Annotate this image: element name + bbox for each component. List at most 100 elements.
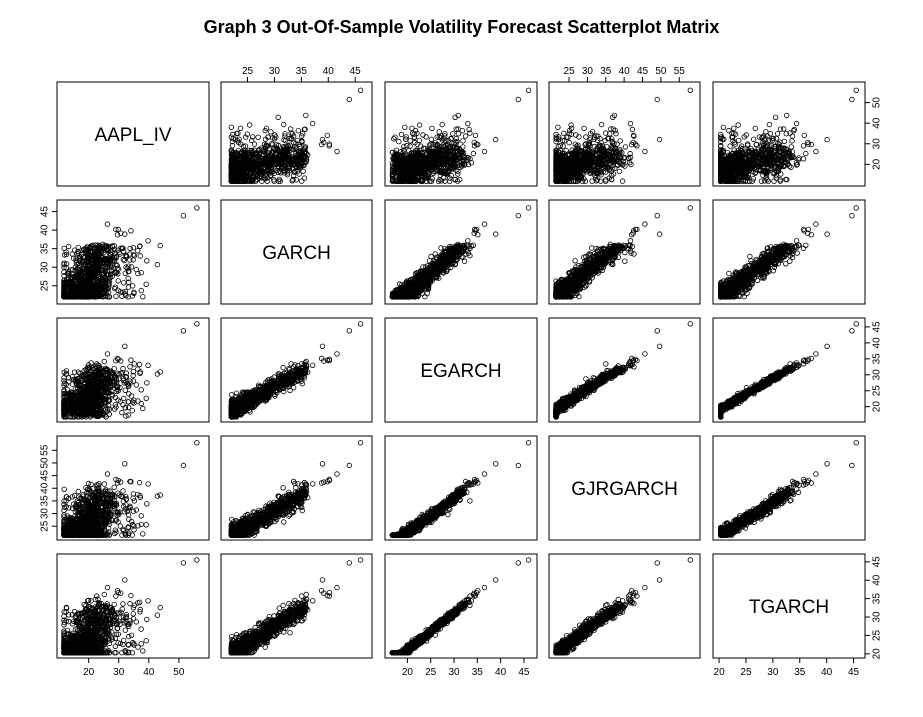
data-point bbox=[128, 264, 135, 270]
data-point bbox=[396, 138, 402, 145]
panel-frame bbox=[220, 81, 373, 187]
data-point bbox=[157, 242, 163, 249]
data-point bbox=[346, 96, 352, 103]
data-point bbox=[145, 238, 151, 244]
data-point bbox=[138, 270, 144, 276]
data-point bbox=[416, 122, 423, 128]
data-point bbox=[654, 96, 660, 103]
panel-AAPL_IV-vs-AAPL_IV: AAPL_IV bbox=[56, 81, 210, 187]
data-point bbox=[736, 137, 742, 144]
data-point bbox=[566, 139, 572, 146]
data-point bbox=[411, 134, 418, 140]
data-point bbox=[777, 126, 784, 132]
data-point bbox=[143, 281, 149, 287]
chart-title: Graph 3 Out-Of-Sample Volatility Forecas… bbox=[0, 17, 923, 38]
data-point bbox=[455, 130, 462, 137]
data-point bbox=[266, 145, 272, 152]
data-point bbox=[194, 205, 200, 211]
data-point bbox=[300, 168, 306, 175]
data-point bbox=[720, 124, 727, 130]
data-point bbox=[642, 148, 648, 155]
data-point bbox=[128, 228, 134, 234]
data-point bbox=[619, 178, 626, 184]
data-point bbox=[598, 121, 605, 128]
data-point bbox=[568, 122, 574, 128]
data-point bbox=[289, 178, 295, 184]
data-point bbox=[800, 143, 807, 149]
data-point bbox=[470, 150, 477, 157]
data-point bbox=[784, 112, 790, 119]
data-point bbox=[299, 178, 305, 184]
data-point bbox=[460, 138, 466, 144]
data-point bbox=[439, 121, 445, 128]
data-point bbox=[154, 261, 161, 268]
panel-AAPL_IV-vs-GJRGARCH bbox=[548, 81, 701, 187]
data-point bbox=[726, 127, 732, 134]
panel-frame bbox=[56, 81, 210, 187]
data-point bbox=[228, 124, 235, 130]
data-point bbox=[140, 294, 146, 300]
data-point bbox=[465, 120, 471, 127]
data-point bbox=[294, 168, 300, 175]
data-point bbox=[334, 148, 340, 155]
data-point bbox=[301, 175, 308, 181]
data-point bbox=[246, 122, 253, 128]
data-point bbox=[472, 132, 479, 139]
data-point bbox=[813, 148, 819, 155]
data-point bbox=[493, 136, 499, 143]
data-point bbox=[248, 137, 255, 144]
data-point bbox=[616, 168, 623, 175]
variable-label: AAPL_IV bbox=[94, 125, 171, 146]
data-point bbox=[324, 132, 330, 139]
data-point bbox=[251, 141, 258, 147]
panel-AAPL_IV-vs-TGARCH bbox=[712, 81, 866, 187]
data-point bbox=[436, 129, 442, 135]
data-point bbox=[290, 176, 296, 183]
data-point bbox=[326, 143, 332, 149]
data-point bbox=[289, 146, 296, 152]
data-point bbox=[481, 148, 488, 155]
data-point bbox=[293, 177, 299, 183]
data-point bbox=[180, 212, 187, 219]
data-point bbox=[326, 141, 333, 147]
data-point bbox=[275, 114, 281, 120]
data-point bbox=[287, 126, 294, 132]
data-point bbox=[429, 125, 435, 132]
data-point bbox=[301, 126, 308, 133]
data-point bbox=[450, 131, 456, 137]
data-point bbox=[555, 124, 561, 130]
data-point bbox=[853, 87, 859, 93]
data-point bbox=[295, 127, 301, 134]
data-point bbox=[727, 143, 733, 149]
data-point bbox=[808, 141, 814, 148]
panel-GARCH-vs-AAPL_IV bbox=[56, 199, 210, 305]
data-point bbox=[251, 147, 258, 153]
data-point bbox=[772, 114, 779, 120]
data-point bbox=[629, 126, 636, 133]
data-point bbox=[357, 87, 364, 93]
data-point bbox=[120, 256, 127, 263]
data-point bbox=[319, 136, 326, 143]
data-point bbox=[117, 251, 123, 257]
data-point bbox=[515, 96, 521, 103]
data-point bbox=[428, 136, 435, 142]
data-point bbox=[789, 133, 796, 139]
data-point bbox=[115, 278, 121, 284]
data-point bbox=[229, 131, 236, 138]
data-point bbox=[617, 138, 623, 144]
data-point bbox=[290, 133, 297, 139]
data-point bbox=[793, 120, 800, 127]
data-point bbox=[261, 175, 268, 181]
data-point bbox=[244, 131, 250, 137]
panel-AAPL_IV-vs-EGARCH bbox=[384, 81, 538, 187]
data-point bbox=[622, 144, 629, 150]
data-point bbox=[781, 138, 788, 145]
data-point bbox=[289, 130, 296, 137]
panel-AAPL_IV-vs-GARCH bbox=[220, 81, 373, 187]
data-point bbox=[290, 140, 297, 146]
data-point bbox=[282, 131, 288, 137]
data-point bbox=[303, 112, 309, 119]
data-point bbox=[788, 144, 794, 150]
data-point bbox=[800, 156, 807, 162]
